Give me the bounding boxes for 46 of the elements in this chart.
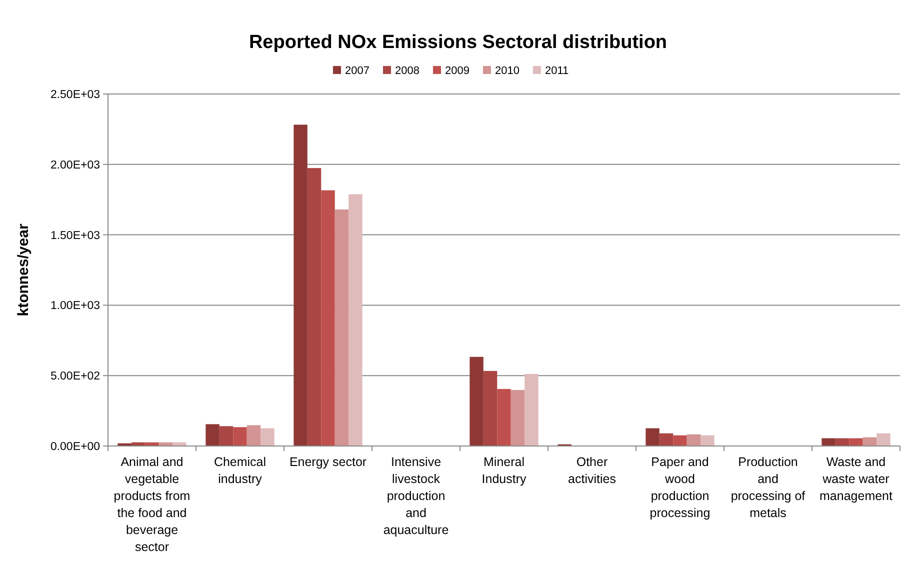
legend-label: 2010 xyxy=(495,65,520,77)
bar xyxy=(348,194,362,446)
bar xyxy=(659,433,674,446)
x-tick-label: Production and processing of metals xyxy=(730,455,806,520)
bar xyxy=(524,374,538,446)
y-axis-title: ktonnes/year xyxy=(15,224,32,316)
legend-label: 2009 xyxy=(445,65,470,77)
bar xyxy=(673,435,687,446)
chart-title: Reported NOx Emissions Sectoral distribution xyxy=(248,32,668,53)
y-tick-label: 2.00E+03 xyxy=(50,159,100,172)
bar xyxy=(510,390,525,446)
x-tick-label: Mineral Industry xyxy=(482,455,527,486)
bar xyxy=(233,427,247,446)
y-tick-label: 2.50E+03 xyxy=(50,89,100,102)
x-tick-label: Chemical industry xyxy=(214,455,266,486)
bar xyxy=(849,438,863,446)
x-tick-label: Animal and vegetable products from the food and beverage sector xyxy=(114,455,190,554)
y-tick-label: 5.00E+02 xyxy=(50,370,100,383)
bar xyxy=(483,370,498,446)
bar xyxy=(470,356,484,446)
x-tick-label: Energy sector xyxy=(289,455,367,469)
legend-label: 2007 xyxy=(345,65,370,77)
bar xyxy=(646,428,660,446)
bar xyxy=(497,388,511,446)
legend-label: 2008 xyxy=(395,65,420,77)
bar xyxy=(307,168,322,446)
legend-label: 2011 xyxy=(545,65,569,77)
bar xyxy=(862,437,877,446)
bar xyxy=(206,424,220,446)
bar xyxy=(246,425,261,446)
y-tick-label: 1.50E+03 xyxy=(50,230,100,242)
bar xyxy=(294,124,308,446)
x-tick-label: Intensive livestock production and aquaculture xyxy=(383,455,449,537)
bar xyxy=(260,428,274,446)
bar xyxy=(686,434,701,446)
x-tick-label: Other activities xyxy=(568,455,616,486)
bar xyxy=(219,426,234,446)
bar xyxy=(822,438,836,446)
bar xyxy=(876,433,890,446)
bar xyxy=(700,435,714,446)
x-tick-label: Paper and wood production processing xyxy=(650,455,710,520)
bar xyxy=(321,190,335,446)
y-tick-label: 0.00E+00 xyxy=(50,441,100,454)
x-tick-label: Waste and waste water management xyxy=(820,455,894,503)
bar xyxy=(334,209,349,446)
y-tick-label: 1.00E+03 xyxy=(50,300,100,312)
